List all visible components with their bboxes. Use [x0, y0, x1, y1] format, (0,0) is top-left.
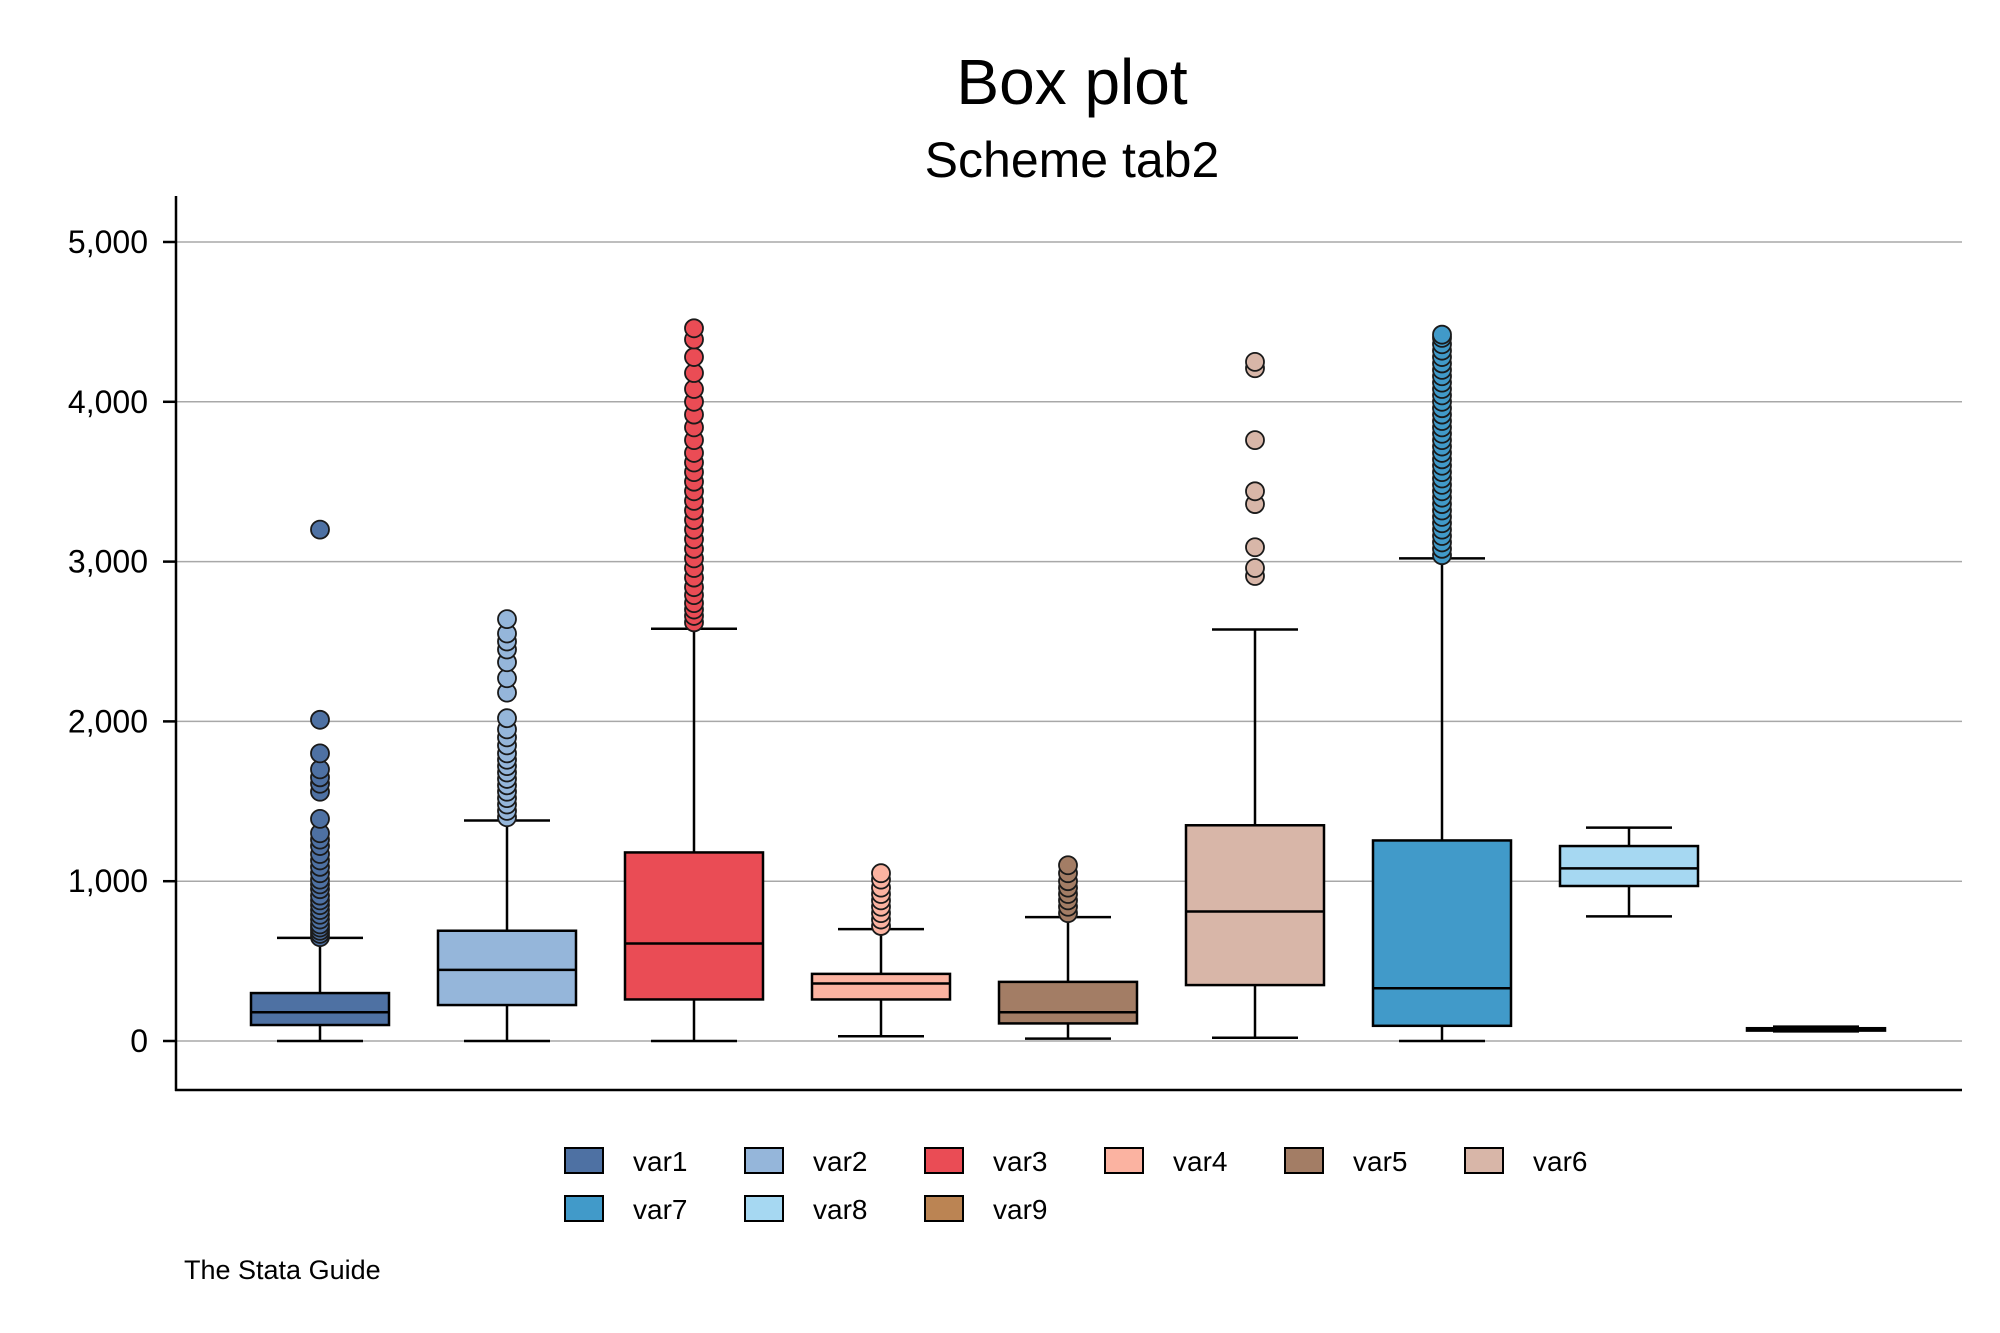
box-var1	[249, 519, 391, 1043]
legend-item-var2: var2	[744, 1146, 867, 1177]
legend-label-var4: var4	[1173, 1146, 1227, 1177]
legend-item-var4: var4	[1104, 1146, 1227, 1177]
box-var4	[810, 863, 952, 1038]
box-var8	[1558, 826, 1700, 918]
var8-box	[1558, 844, 1700, 888]
legend-swatch-var5	[1284, 1147, 1324, 1174]
var5-outlier	[1058, 855, 1078, 876]
var4-outlier	[871, 863, 891, 884]
var1-outlier	[310, 808, 330, 829]
box-var9	[1745, 1025, 1887, 1033]
box-var5	[997, 855, 1139, 1040]
var2-box	[436, 929, 578, 1007]
legend-item-var3: var3	[924, 1146, 1047, 1177]
legend-label-var8: var8	[813, 1194, 867, 1225]
var5-box	[997, 980, 1139, 1025]
y-tick-label-1000: 1,000	[68, 863, 148, 899]
legend-label-var6: var6	[1533, 1146, 1587, 1177]
chart-title: Box plot	[956, 46, 1187, 118]
legend-item-var7: var7	[564, 1194, 687, 1225]
var4-box	[810, 972, 952, 1001]
legend-swatch-var2	[744, 1147, 784, 1174]
legend-swatch-var6	[1464, 1147, 1504, 1174]
gridlines	[177, 241, 1962, 1042]
legend-swatch-var9	[924, 1195, 964, 1222]
legend-label-var7: var7	[633, 1194, 687, 1225]
var6-box	[1184, 824, 1326, 987]
var6-outlier	[1245, 558, 1265, 578]
legend-label-var2: var2	[813, 1146, 867, 1177]
y-tick-label-0: 0	[130, 1023, 148, 1059]
legend-swatch-var3	[924, 1147, 964, 1174]
legend: var1 var2 var3 var4 var5 var6 var7 var8 var9	[564, 1146, 1587, 1225]
chart-subtitle: Scheme tab2	[925, 132, 1220, 188]
var3-outlier	[684, 318, 704, 339]
var7-box	[1371, 839, 1513, 1028]
var2-outlier	[497, 609, 517, 630]
legend-item-var6: var6	[1464, 1146, 1587, 1177]
chart-note: The Stata Guide	[184, 1255, 381, 1285]
var1-outlier	[310, 709, 330, 730]
legend-item-var5: var5	[1284, 1146, 1407, 1177]
legend-label-var5: var5	[1353, 1146, 1407, 1177]
legend-swatch-var8	[744, 1195, 784, 1222]
y-tick-label-3000: 3,000	[68, 544, 148, 580]
var6-outlier	[1245, 537, 1265, 558]
legend-label-var9: var9	[993, 1194, 1047, 1225]
y-tick-label-2000: 2,000	[68, 703, 148, 739]
legend-item-var8: var8	[744, 1194, 867, 1225]
legend-label-var3: var3	[993, 1146, 1047, 1177]
box-var3	[623, 318, 765, 1043]
var6-outlier	[1245, 351, 1265, 372]
legend-item-var1: var1	[564, 1146, 687, 1177]
var1-outlier	[310, 743, 330, 764]
legend-label-var1: var1	[633, 1146, 687, 1177]
var3-outlier	[684, 347, 704, 367]
legend-swatch-var1	[564, 1147, 604, 1174]
legend-item-var9: var9	[924, 1194, 1047, 1225]
box-var7	[1371, 324, 1513, 1043]
var1-box	[249, 991, 391, 1027]
y-axis: 0 1,000 2,000 3,000 4,000 5,000	[68, 224, 176, 1059]
var6-outlier	[1245, 430, 1265, 451]
y-tick-label-4000: 4,000	[68, 384, 148, 420]
var6-outlier	[1245, 481, 1265, 502]
var7-outlier	[1432, 324, 1452, 345]
y-tick-label-5000: 5,000	[68, 224, 148, 260]
var3-box	[623, 851, 765, 1001]
legend-swatch-var4	[1104, 1147, 1144, 1174]
legend-swatch-var7	[564, 1195, 604, 1222]
box-series-group	[249, 318, 1887, 1043]
var2-outlier	[497, 708, 517, 729]
var1-outlier	[310, 519, 330, 540]
box-var2	[436, 609, 578, 1043]
box-var6	[1184, 351, 1326, 1040]
